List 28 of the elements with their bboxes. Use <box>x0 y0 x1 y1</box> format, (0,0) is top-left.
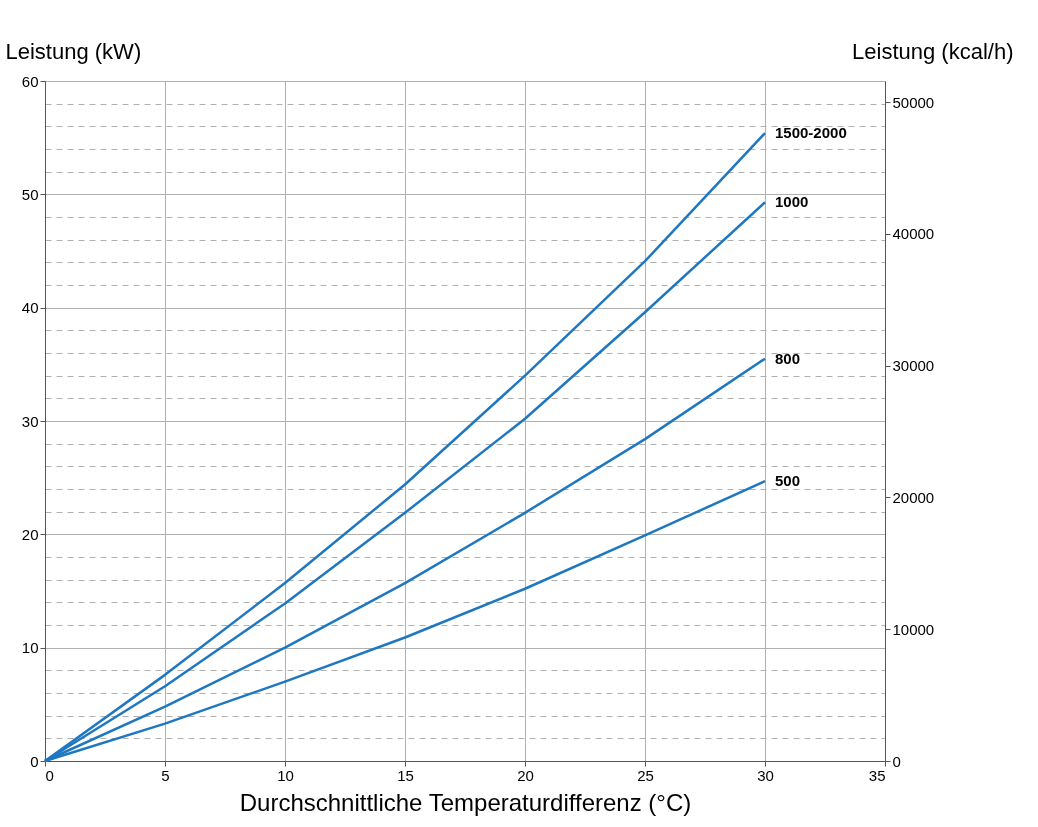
y-tick-label: 20 <box>21 525 39 543</box>
y-tick-label: 40 <box>21 299 39 317</box>
x-tick-label: 10 <box>277 766 294 784</box>
x-tick-label: 30 <box>757 766 774 784</box>
x-tick-label: 20 <box>517 766 534 784</box>
series-label: 1500-2000 <box>775 124 847 142</box>
y2-tick-label: 30000 <box>892 357 935 375</box>
y2-axis-title: Leistung (kcal/h) <box>852 38 1014 64</box>
y2-tick-label: 20000 <box>892 488 935 506</box>
series-label: 500 <box>775 472 801 490</box>
y2-tick-label: 40000 <box>892 225 935 243</box>
y-tick-label: 50 <box>21 185 39 203</box>
y2-tick-label: 50000 <box>892 93 935 111</box>
x-tick-label: 25 <box>637 766 654 784</box>
y-tick-label: 60 <box>21 72 39 90</box>
y-tick-label: 10 <box>21 639 39 657</box>
x-tick-label: 0 <box>45 766 54 784</box>
y2-tick-label: 0 <box>892 752 901 770</box>
x-tick-label: 5 <box>161 766 170 784</box>
x-axis-title: Durchschnittliche Temperaturdifferenz (°C) <box>239 788 692 816</box>
y2-tick-label: 10000 <box>892 620 935 638</box>
series-label: 1000 <box>775 193 809 211</box>
y-axis-title: Leistung (kW) <box>5 38 142 64</box>
y-tick-label: 30 <box>21 412 39 430</box>
series-label: 800 <box>775 349 801 367</box>
y-tick-label: 0 <box>30 752 39 770</box>
x-tick-label: 15 <box>397 766 414 784</box>
x-tick-label: 35 <box>868 766 886 784</box>
